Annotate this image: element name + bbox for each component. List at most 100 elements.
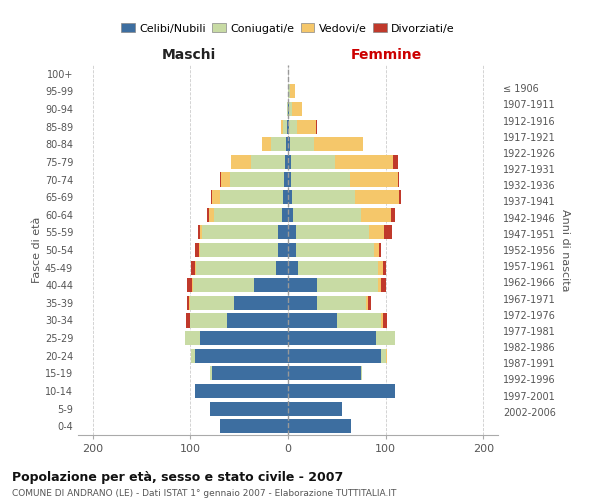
Bar [288,260,298,274]
Bar [200,243,278,257]
Bar [400,190,401,204]
Bar [288,102,289,116]
Bar [193,278,254,292]
Bar [337,314,381,328]
Bar [366,296,368,310]
Bar [288,402,342,415]
Bar [383,314,386,328]
Bar [288,366,361,380]
Bar [200,331,288,345]
Bar [290,137,314,152]
Bar [220,172,221,186]
Bar [221,172,230,186]
Bar [187,278,192,292]
Y-axis label: Fasce di età: Fasce di età [32,217,42,283]
Bar [381,314,383,328]
Bar [278,226,288,239]
Bar [209,208,214,222]
Bar [198,226,200,239]
Bar [317,296,366,310]
Bar [282,208,288,222]
Bar [297,120,316,134]
Bar [283,120,287,134]
Bar [227,314,288,328]
Bar [293,208,361,222]
Bar [391,208,395,222]
Bar [288,419,352,433]
Bar [317,278,378,292]
Bar [185,331,200,345]
Bar [254,278,288,292]
Bar [195,384,288,398]
Bar [288,137,290,152]
Bar [288,120,289,134]
Bar [398,172,400,186]
Bar [271,137,286,152]
Bar [381,278,386,292]
Bar [283,190,288,204]
Bar [287,120,288,134]
Bar [234,296,288,310]
Bar [288,190,292,204]
Bar [195,260,196,274]
Bar [187,296,190,310]
Text: Popolazione per età, sesso e stato civile - 2007: Popolazione per età, sesso e stato civil… [12,471,343,484]
Bar [211,190,212,204]
Bar [374,243,379,257]
Bar [281,120,283,134]
Bar [288,296,317,310]
Bar [289,120,297,134]
Bar [214,208,282,222]
Bar [361,208,391,222]
Bar [368,296,371,310]
Bar [288,331,376,345]
Bar [284,172,288,186]
Bar [379,243,381,257]
Bar [350,172,398,186]
Legend: Celibi/Nubili, Coniugati/e, Vedovi/e, Divorziati/e: Celibi/Nubili, Coniugati/e, Vedovi/e, Di… [117,19,459,38]
Bar [289,102,292,116]
Bar [335,155,394,169]
Text: Maschi: Maschi [162,48,217,62]
Bar [384,226,392,239]
Bar [383,260,386,274]
Bar [296,226,369,239]
Bar [262,137,271,152]
Bar [220,419,288,433]
Bar [195,348,288,363]
Bar [232,155,251,169]
Bar [191,348,195,363]
Bar [355,190,400,204]
Bar [210,402,288,415]
Bar [202,226,278,239]
Bar [212,366,288,380]
Bar [298,260,378,274]
Bar [292,190,355,204]
Bar [378,260,383,274]
Bar [369,226,384,239]
Y-axis label: Anni di nascita: Anni di nascita [560,209,569,291]
Bar [251,155,285,169]
Bar [290,84,295,98]
Bar [288,243,296,257]
Bar [190,296,234,310]
Bar [278,243,288,257]
Bar [190,314,227,328]
Bar [276,260,288,274]
Bar [288,84,290,98]
Bar [288,314,337,328]
Bar [291,172,350,186]
Bar [288,226,296,239]
Bar [288,208,293,222]
Text: Femmine: Femmine [351,48,422,62]
Bar [199,243,200,257]
Bar [192,278,193,292]
Bar [285,155,288,169]
Bar [394,155,398,169]
Bar [288,172,291,186]
Bar [381,348,386,363]
Bar [292,102,302,116]
Bar [200,226,202,239]
Bar [288,384,395,398]
Bar [288,348,381,363]
